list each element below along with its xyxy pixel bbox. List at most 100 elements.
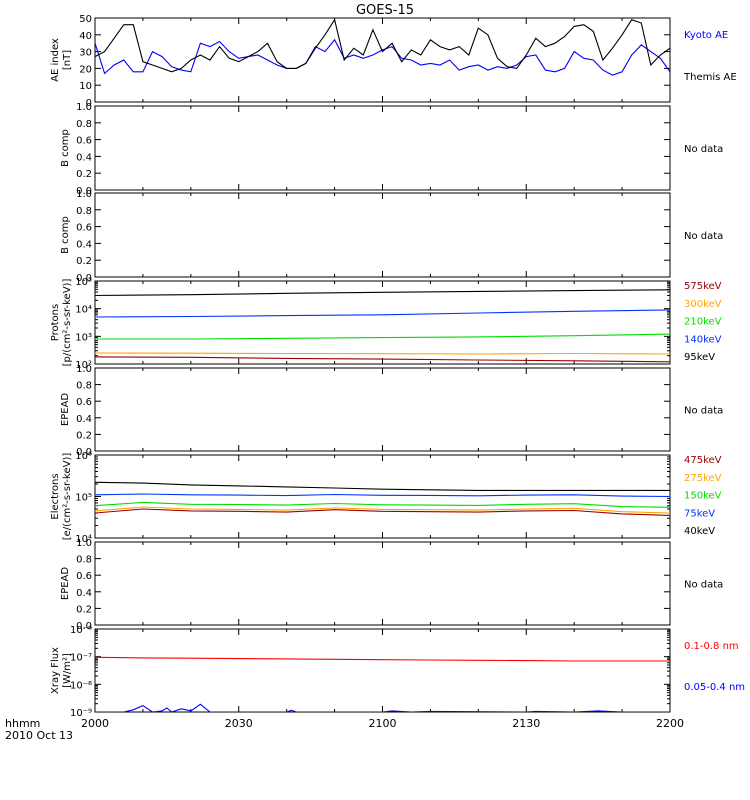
ytick-label: 0.4 (76, 239, 92, 250)
panel-bcomp2: 0.0 0.2 0.4 0.6 0.8 1.0 B comp No data (60, 189, 723, 284)
ytick-label: 1.0 (76, 364, 92, 375)
legend-entry: 475keV (684, 455, 722, 466)
ytick-label: 0.0 (76, 621, 92, 632)
ytick-label: 0 (86, 98, 92, 109)
no-data-note: No data (684, 406, 723, 417)
panel-frame (94, 628, 671, 713)
panel-frame (94, 280, 671, 365)
no-data-note: No data (684, 144, 723, 155)
ytick-label: 10⁻⁶ (70, 625, 92, 636)
xtick-label: 2030 (225, 717, 253, 730)
ylabel-unit: [W/m²] (62, 653, 73, 688)
legend-entry: 300keV (684, 299, 722, 310)
legend-entry: 140keV (684, 334, 722, 345)
ylabel: B comp (60, 129, 71, 167)
series-line-40kev (95, 481, 670, 491)
panel-frame (94, 192, 671, 278)
panel-frame (94, 105, 671, 191)
ytick-label: 0.4 (76, 414, 92, 425)
ytick-label: 50 (79, 14, 92, 25)
ylabel: B comp (60, 216, 71, 254)
series-line-0-05-0-4-nm (95, 703, 670, 712)
series-line-75kev (95, 493, 670, 498)
ytick-label: 0.0 (76, 186, 92, 197)
series-line-575kev (95, 356, 670, 363)
legend-entry: 575keV (684, 281, 722, 292)
time-corner-label-hhmm: hhmm (5, 717, 40, 730)
series-line-140kev (95, 309, 670, 318)
xtick-label: 2000 (81, 717, 109, 730)
series-line-0-1-0-8-nm (95, 656, 670, 662)
ylabel-unit: [nT] (62, 50, 73, 70)
series-line-95kev (95, 289, 670, 297)
ytick-label: 10⁻⁹ (70, 708, 92, 719)
legend-entry: 0.05-0.4 nm (684, 682, 745, 693)
ytick-label: 0.6 (76, 136, 92, 147)
ylabel-unit: [e/(cm²-s-sr-keV)] (62, 453, 73, 541)
ytick-label: 10⁶ (75, 451, 92, 462)
ylabel: Protons (50, 304, 61, 341)
ytick-label: 0.0 (76, 273, 92, 284)
series-line-themis-ae (95, 18, 670, 73)
series-line-475kev (95, 508, 670, 516)
ytick-label: 0.2 (76, 256, 92, 267)
ytick-label: 1.0 (76, 538, 92, 549)
series-line-210kev (95, 333, 670, 340)
ylabel: Xray Flux (50, 647, 61, 694)
xtick-label: 2130 (512, 717, 540, 730)
ytick-label: 20 (79, 64, 92, 75)
legend-entry: 95keV (684, 352, 715, 363)
ytick-label: 10³ (75, 332, 92, 343)
ytick-label: 10⁵ (75, 493, 92, 504)
ytick-label: 0.0 (76, 447, 92, 458)
ylabel: Electrons (50, 473, 61, 519)
series-line-300kev (95, 352, 670, 355)
panel-epead2: 0.0 0.2 0.4 0.6 0.8 1.0 EPEAD No data (60, 538, 723, 632)
ytick-label: 40 (79, 31, 92, 42)
panel-frame (94, 454, 671, 539)
legend-entry: 75keV (684, 508, 715, 519)
ytick-label: 10 (79, 81, 92, 92)
panel-xray: 10⁻⁹ 10⁻⁸ 10⁻⁷ 10⁻⁶ Xray Flux [W/m²] 0.1-0.8 n… (50, 625, 745, 719)
legend-entry: 150keV (684, 491, 722, 502)
ytick-label: 0.2 (76, 169, 92, 180)
ytick-label: 10⁵ (75, 277, 92, 288)
series-line-275kev (95, 506, 670, 514)
ytick-label: 10⁴ (75, 305, 92, 316)
ylabel: EPEAD (60, 567, 71, 601)
panel-frame (94, 17, 671, 103)
panel-bcomp1: 0.0 0.2 0.4 0.6 0.8 1.0 B comp No data (60, 102, 723, 197)
legend-entry: 275keV (684, 473, 722, 484)
ytick-label: 10⁴ (75, 534, 92, 545)
ylabel-unit: [p/(cm²-s-sr-keV)] (62, 279, 73, 367)
xtick-label: 2100 (369, 717, 397, 730)
ytick-label: 0.6 (76, 397, 92, 408)
panel-electrons: 10⁴ 10⁵ 10⁶ Electrons [e/(cm²-s-sr-keV)] 475k… (50, 451, 722, 545)
ytick-label: 0.8 (76, 119, 92, 130)
panel-ae: 0 10 20 30 40 50 AE index [nT] Kyoto AE Themis AE (50, 14, 737, 109)
ytick-label: 1.0 (76, 189, 92, 200)
legend-entry: 0.1-0.8 nm (684, 641, 739, 652)
ylabel: AE index (50, 38, 61, 82)
ytick-label: 0.2 (76, 604, 92, 615)
no-data-note: No data (684, 231, 723, 242)
ytick-label: 30 (79, 48, 92, 59)
panel-frame (94, 541, 671, 626)
ytick-label: 10⁻⁷ (70, 653, 92, 664)
ytick-label: 0.4 (76, 152, 92, 163)
legend-entry: 210keV (684, 317, 722, 328)
ytick-label: 1.0 (76, 102, 92, 113)
ytick-label: 0.2 (76, 430, 92, 441)
time-corner-label-date: 2010 Oct 13 (5, 729, 73, 742)
ytick-label: 0.8 (76, 555, 92, 566)
ytick-label: 0.8 (76, 381, 92, 392)
ylabel: EPEAD (60, 393, 71, 427)
ytick-label: 0.8 (76, 206, 92, 217)
xtick-label: 2200 (656, 717, 684, 730)
panel-protons: 10² 10³ 10⁴ 10⁵ Protons [p/(cm²-s-sr-keV)] 575… (50, 277, 722, 371)
series-line-150kev (95, 501, 670, 508)
plot-title: GOES-15 (356, 3, 414, 18)
ytick-label: 0.4 (76, 588, 92, 599)
